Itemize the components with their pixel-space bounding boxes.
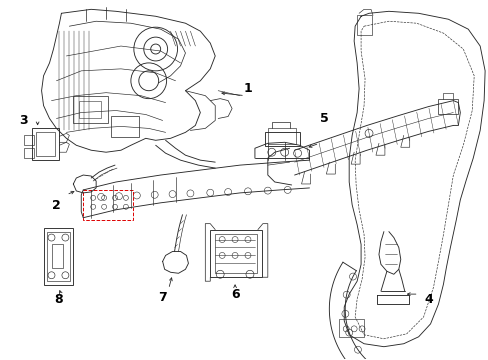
Bar: [356, 15, 371, 35]
Text: 5: 5: [319, 112, 328, 125]
Bar: [339, 319, 364, 337]
Text: 3: 3: [20, 114, 28, 127]
Bar: [267, 129, 295, 144]
Bar: [24, 135, 34, 145]
Bar: [32, 129, 60, 160]
Text: 1: 1: [243, 82, 252, 95]
Bar: [43, 228, 73, 285]
Bar: [79, 100, 101, 118]
Text: 2: 2: [52, 199, 61, 212]
Bar: [24, 148, 34, 158]
Text: 4: 4: [423, 293, 432, 306]
Text: 6: 6: [230, 288, 239, 301]
Bar: [83, 190, 133, 220]
Bar: [215, 234, 256, 273]
Text: 8: 8: [54, 293, 62, 306]
Bar: [73, 96, 108, 123]
Bar: [210, 230, 262, 277]
Bar: [46, 231, 70, 281]
Bar: [51, 244, 63, 268]
Text: 7: 7: [158, 291, 167, 303]
Bar: [264, 132, 299, 146]
Bar: [111, 116, 139, 137]
Bar: [438, 99, 457, 113]
Bar: [36, 132, 55, 156]
